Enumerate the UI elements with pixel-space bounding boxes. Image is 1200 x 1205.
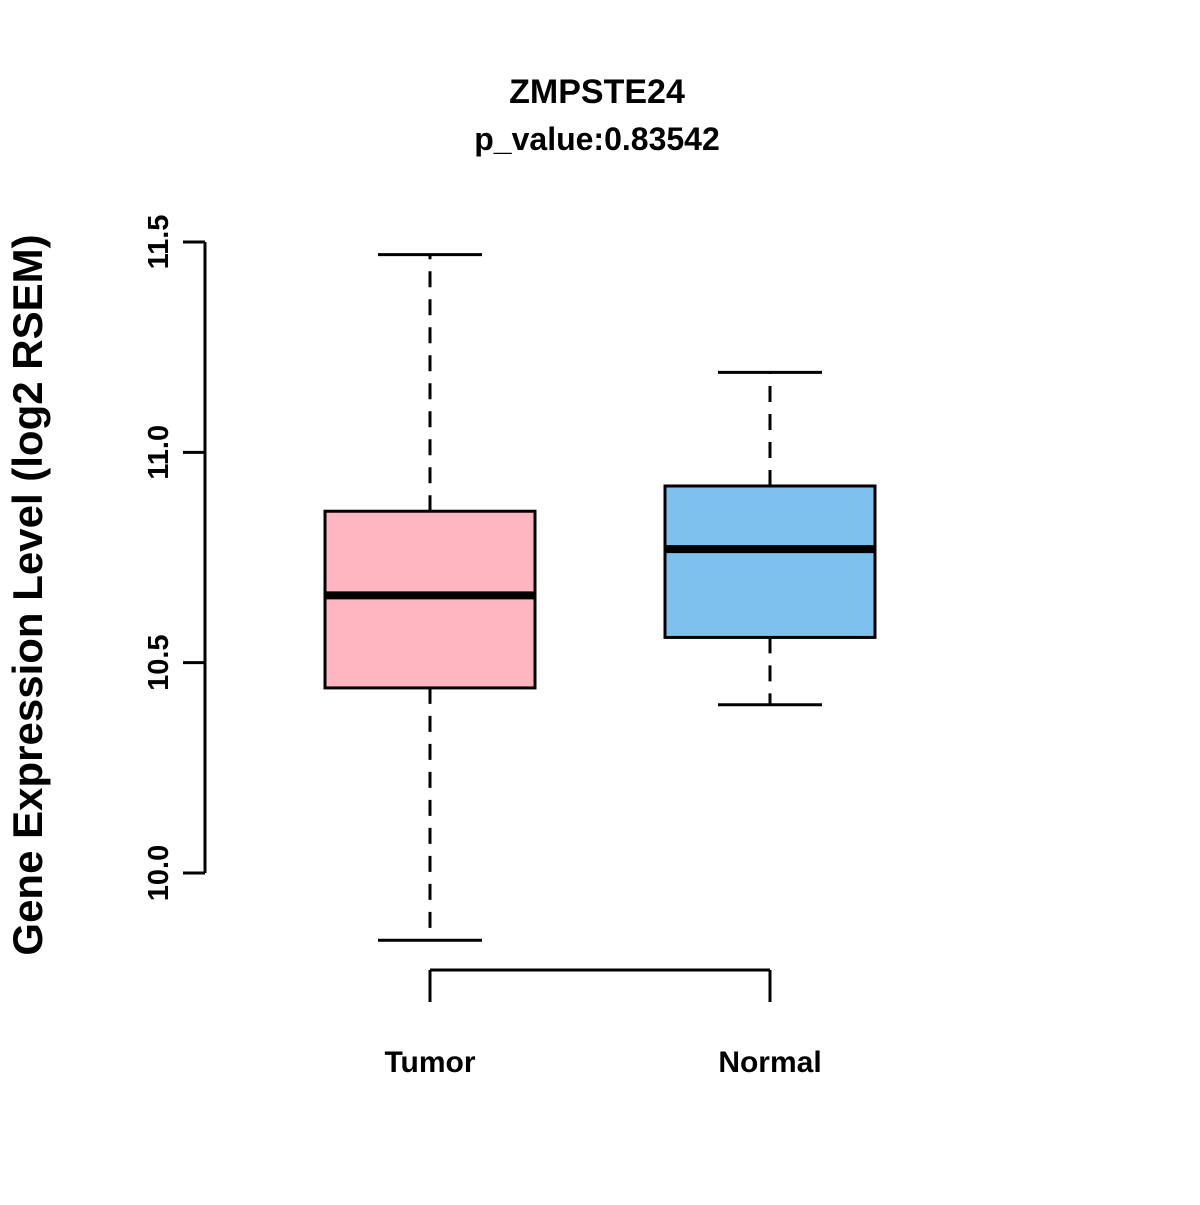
y-tick-label: 11.0 [143, 425, 175, 480]
x-category-label-tumor: Tumor [384, 1046, 475, 1079]
chart-title: ZMPSTE24 [509, 73, 685, 111]
box-tumor [323, 509, 537, 690]
plot-area: 10.0 10.5 11.0 11.5 [143, 215, 877, 1002]
y-tick-label: 10.5 [143, 634, 175, 690]
x-category-label-normal: Normal [718, 1046, 821, 1079]
y-tick-label: 11.5 [143, 215, 175, 270]
y-tick-label: 10.0 [143, 845, 175, 901]
y-axis-label: Gene Expression Level (log2 RSEM) [4, 234, 51, 955]
chart-subtitle: p_value:0.83542 [474, 121, 720, 157]
box-normal [663, 484, 877, 639]
